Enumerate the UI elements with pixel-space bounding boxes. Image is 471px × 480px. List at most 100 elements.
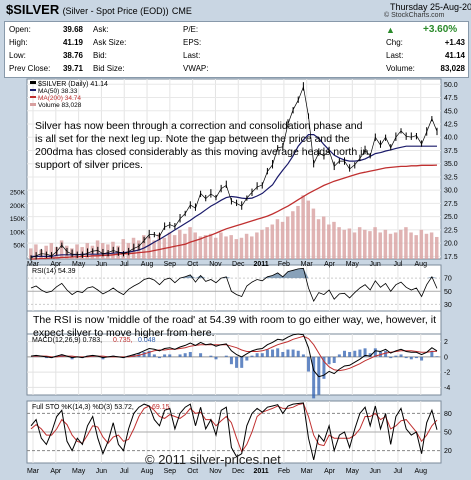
y-tick-label-volume: 100K (10, 229, 26, 236)
vwap-label: VWAP: (183, 64, 209, 73)
macd-histogram-bar (142, 351, 146, 357)
y-tick-label-price: 20.0 (444, 241, 458, 248)
panel-rsi (26, 264, 442, 312)
x-tick-label-bottom: Oct (187, 468, 198, 475)
legend-macd-signal: 0.735, (113, 337, 133, 344)
volume-bar (249, 236, 254, 259)
x-tick-label-bottom: Apr (324, 468, 336, 475)
macd-histogram-bar (250, 355, 254, 357)
macd-histogram-bar (183, 353, 187, 357)
macd-histogram-bar (337, 354, 341, 357)
y-tick-label-volume: 150K (10, 216, 26, 223)
x-tick-label-bottom: Feb (278, 468, 290, 475)
x-tick-label-bottom: Aug (415, 468, 428, 475)
legend-volume: Volume 83,028 (38, 102, 82, 109)
volume-bar (142, 235, 146, 259)
macd-histogram-bar (291, 349, 295, 357)
volume-bar (275, 219, 280, 259)
macd-histogram-bar (245, 356, 249, 361)
x-tick-label-top: Nov (209, 261, 222, 268)
y-tick-label-price: 37.5 (444, 148, 458, 155)
x-tick-label-bottom: 2011 (253, 468, 268, 475)
volume-bar (393, 232, 398, 259)
ma200-line (31, 164, 438, 260)
x-tick-label-top: Apr (50, 261, 62, 268)
y-tick-label-price: 45.0 (444, 108, 458, 115)
volume-bar (178, 229, 182, 259)
y-tick-label-rsi: 50 (444, 289, 452, 296)
x-tick-label-top: Mar (301, 261, 314, 268)
main-annotation: Silver has now been through a correction… (35, 120, 369, 171)
y-tick-label-price: 32.5 (444, 174, 458, 181)
chart-title: $SILVER (Silver - Spot Price (EOD)) CME (6, 2, 192, 17)
volume-bar (188, 227, 192, 259)
legend-swatch-ma50 (30, 89, 36, 91)
macd-histogram-bar (224, 355, 228, 357)
last-label-mid: Last: (183, 51, 201, 60)
x-tick-label-bottom: May (346, 468, 360, 475)
change-arrow-icon: ▲ (386, 25, 395, 35)
volume-bar (121, 239, 126, 259)
volume-bar (296, 205, 300, 259)
y-tick-label-price: 25.0 (444, 214, 458, 221)
macd-histogram-bar (260, 353, 264, 357)
macd-histogram-bar (404, 356, 408, 359)
volume-bar (229, 235, 233, 259)
y-tick-label-price: 50.0 (444, 82, 458, 89)
volume-bar (373, 227, 377, 259)
x-tick-label-top: Aug (141, 261, 154, 268)
volume-bar (147, 236, 151, 259)
volume-bar (404, 227, 408, 259)
volume-bar (260, 229, 264, 259)
symbol-label: $SILVER (6, 2, 60, 17)
macd-histogram-bar (317, 356, 321, 395)
macd-histogram-bar (430, 350, 434, 357)
macd-histogram-bar (353, 350, 357, 357)
volume-bar (234, 239, 239, 259)
volume-bar (219, 232, 223, 259)
macd-histogram-bar (399, 354, 403, 357)
volume-bar (239, 237, 244, 259)
y-tick-label-volume: 50K (13, 243, 25, 250)
last-value: 41.14 (444, 51, 465, 60)
low-value: 38.76 (62, 51, 83, 60)
x-tick-label-top: Oct (187, 261, 198, 268)
volume-bar (311, 208, 316, 259)
volume-bar (419, 229, 424, 259)
macd-histogram-bar (394, 355, 398, 357)
macd-histogram-bar (312, 356, 316, 399)
sto-d-line (30, 402, 438, 453)
x-tick-label-bottom: Jul (120, 468, 129, 475)
date-label: Thursday 25-Aug-2011 (390, 2, 471, 12)
volume-bar (172, 235, 177, 259)
volume-bar (29, 248, 33, 259)
volume-bar (347, 228, 352, 259)
x-tick-label-bottom: Nov (209, 468, 222, 475)
low-label: Low: (9, 51, 26, 60)
volume-bar (193, 232, 197, 259)
y-tick-label-sto: 20 (444, 448, 452, 455)
macd-histogram-bar (342, 350, 346, 357)
x-tick-label-top: Jun (96, 261, 107, 268)
volume-bar (342, 229, 346, 259)
rsi-line (30, 267, 438, 302)
legend-swatch-ma200 (30, 96, 36, 98)
volume-bar (316, 219, 321, 259)
volume-bar (368, 231, 372, 259)
volume-bar (183, 233, 187, 259)
legend-ma200: MA(200) 34.74 (38, 95, 81, 102)
volume-bar (167, 232, 172, 259)
y-tick-label-volume: 250K (10, 190, 26, 197)
volume-bar (203, 235, 208, 259)
x-tick-label-top: May (72, 261, 86, 268)
legend-sto-d: 69.15 (152, 404, 170, 411)
rsi-note-strip (26, 310, 442, 335)
volume-bar (363, 229, 367, 259)
y-tick-label-price: 30.0 (444, 188, 458, 195)
chg-value: +1.43 (444, 38, 465, 47)
volume-bar (383, 229, 388, 259)
volume-bar (435, 236, 439, 259)
volume-bar (224, 236, 228, 259)
high-value: 41.19 (62, 38, 83, 47)
macd-histogram-bar (348, 351, 352, 357)
